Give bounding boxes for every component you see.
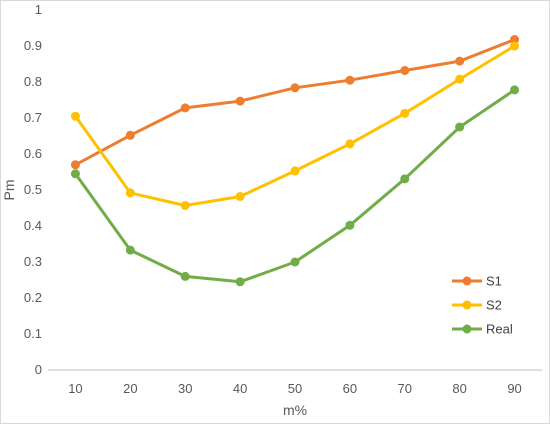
data-point [125,130,135,140]
data-point [455,56,465,66]
data-point [510,35,520,45]
data-point [400,108,410,118]
data-point [125,188,135,198]
legend-marker [462,300,472,310]
series-s2 [70,41,520,210]
y-axis-ticks: 0 0.1 0.2 0.3 0.4 0.5 0.6 0.7 0.8 0.9 1 [24,2,42,377]
data-point [70,169,80,179]
x-tick-label: 60 [343,381,357,396]
y-tick-label: 0.2 [24,290,42,305]
legend-marker [462,324,472,334]
data-point [510,41,520,51]
x-tick-label: 20 [123,381,137,396]
data-point [180,103,190,113]
data-point [400,65,410,75]
y-tick-label: 0.4 [24,218,42,233]
data-point [345,139,355,149]
x-tick-label: 90 [507,381,521,396]
series-layer [70,35,520,287]
data-point [180,200,190,210]
data-point [345,220,355,230]
legend: S1 S2 Real [452,274,513,337]
x-tick-label: 50 [288,381,302,396]
y-tick-label: 0.5 [24,182,42,197]
series-real [70,85,520,287]
legend-label: Real [486,322,513,337]
y-tick-label: 0.8 [24,74,42,89]
y-tick-label: 0.7 [24,110,42,125]
legend-label: S2 [486,298,502,313]
data-point [235,96,245,106]
x-tick-label: 40 [233,381,247,396]
data-point [70,111,80,121]
x-axis-title: m% [283,402,307,418]
legend-label: S1 [486,274,502,289]
data-point [235,191,245,201]
data-point [455,74,465,84]
data-point [180,271,190,281]
y-axis-title: Pm [1,180,17,201]
data-point [345,75,355,85]
data-point [70,160,80,170]
legend-marker [462,276,472,286]
y-tick-label: 0.9 [24,38,42,53]
x-tick-label: 10 [68,381,82,396]
data-point [290,257,300,267]
data-point [290,83,300,93]
y-tick-label: 1 [35,2,42,17]
data-point [235,277,245,287]
x-tick-label: 70 [398,381,412,396]
y-tick-label: 0 [35,362,42,377]
data-point [290,166,300,176]
data-point [400,174,410,184]
y-tick-label: 0.3 [24,254,42,269]
y-tick-label: 0.6 [24,146,42,161]
data-point [455,122,465,132]
data-point [125,245,135,255]
series-s1 [70,35,520,170]
x-tick-label: 80 [452,381,466,396]
x-axis-ticks: 10 20 30 40 50 60 70 80 90 [68,381,522,396]
y-tick-label: 0.1 [24,326,42,341]
data-point [510,85,520,95]
x-tick-label: 30 [178,381,192,396]
